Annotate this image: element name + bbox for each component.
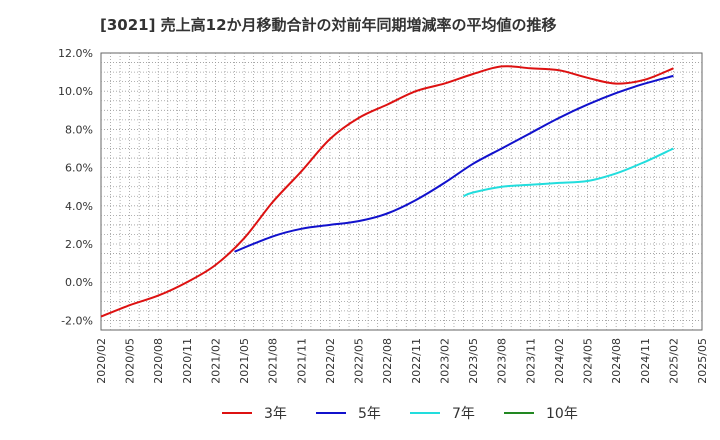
x-tick-label: 2024/11 <box>639 338 652 384</box>
x-tick-label: 2023/02 <box>438 338 451 384</box>
x-tick-label: 2020/11 <box>181 338 194 384</box>
legend-label-0: 3年 <box>264 406 287 422</box>
y-tick-label: 4.0% <box>65 200 93 213</box>
series-line-2 <box>463 147 674 198</box>
x-tick-label: 2021/11 <box>295 338 308 384</box>
x-tick-label: 2020/05 <box>124 338 137 384</box>
chart-title: [3021] 売上高12か月移動合計の対前年同期増減率の平均値の推移 <box>100 16 557 34</box>
x-tick-label: 2022/08 <box>381 338 394 384</box>
x-tick-label: 2024/02 <box>553 338 566 384</box>
x-tick-label: 2020/08 <box>152 338 165 384</box>
y-tick-label: 0.0% <box>65 276 93 289</box>
x-tick-label: 2021/08 <box>267 338 280 384</box>
series-line-1 <box>234 74 674 253</box>
legend-label-3: 10年 <box>546 406 578 422</box>
x-tick-label: 2022/05 <box>353 338 366 384</box>
x-tick-label: 2021/05 <box>238 338 251 384</box>
series-line-0 <box>100 65 674 318</box>
x-tick-label: 2025/05 <box>696 338 709 384</box>
x-tick-label: 2025/02 <box>667 338 680 384</box>
legend-label-1: 5年 <box>358 406 381 422</box>
y-tick-label: 12.0% <box>58 47 93 60</box>
x-tick-label: 2022/11 <box>410 338 423 384</box>
y-tick-label: 6.0% <box>65 162 93 175</box>
y-tick-label: 8.0% <box>65 123 93 136</box>
x-tick-label: 2023/05 <box>467 338 480 384</box>
y-tick-label: 2.0% <box>65 238 93 251</box>
x-tick-label: 2021/02 <box>209 338 222 384</box>
x-tick-label: 2022/02 <box>324 338 337 384</box>
x-tick-label: 2023/11 <box>524 338 537 384</box>
x-tick-label: 2024/08 <box>610 338 623 384</box>
x-tick-label: 2023/08 <box>496 338 509 384</box>
legend-label-2: 7年 <box>452 406 475 422</box>
x-tick-label: 2024/05 <box>582 338 595 384</box>
y-tick-label: 10.0% <box>58 85 93 98</box>
x-tick-label: 2020/02 <box>95 338 108 384</box>
y-tick-label: -2.0% <box>61 314 93 327</box>
